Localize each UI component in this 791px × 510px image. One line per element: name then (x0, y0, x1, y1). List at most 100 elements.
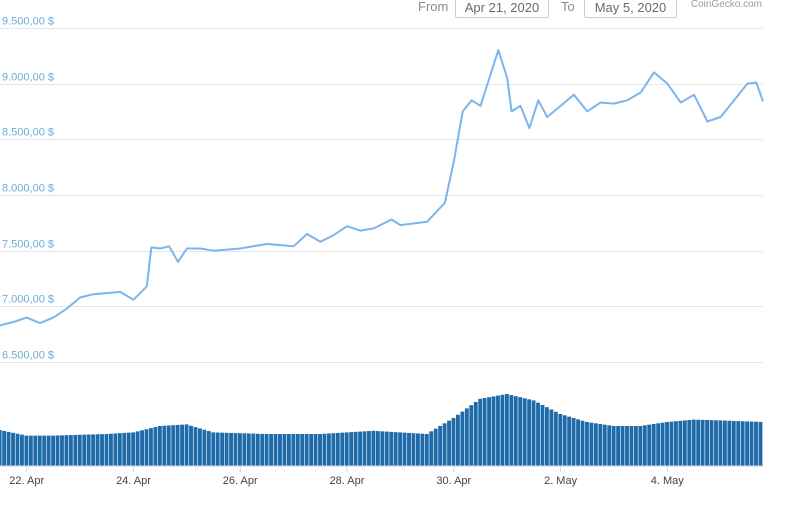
volume-bar (464, 408, 469, 466)
volume-bar (233, 433, 238, 466)
volume-bar (589, 422, 594, 466)
to-date-input[interactable]: May 5, 2020 (584, 0, 677, 18)
volume-bar (215, 432, 220, 466)
volume-bar (620, 426, 625, 466)
volume-bar (153, 427, 158, 466)
y-tick-label: 8.000,00 $ (2, 183, 54, 195)
y-tick-label: 9.500,00 $ (2, 16, 54, 28)
y-tick-label: 8.500,00 $ (2, 127, 54, 139)
volume-bar (340, 432, 345, 466)
volume-bar (656, 423, 661, 466)
volume-bar (349, 432, 354, 466)
volume-bar (571, 418, 576, 466)
volume-bars (0, 394, 763, 466)
volume-bar (580, 420, 585, 466)
volume-bar (651, 424, 656, 466)
x-tick-label: 26. Apr (223, 475, 258, 487)
volume-bar (531, 400, 536, 466)
volume-bar (469, 405, 474, 466)
volume-bar (549, 409, 554, 466)
volume-bar (122, 432, 127, 466)
range-selector: From Apr 21, 2020 To May 5, 2020 CoinGec… (0, 0, 791, 22)
volume-bar (371, 430, 376, 466)
volume-bar (545, 407, 549, 466)
volume-bar (362, 431, 367, 466)
volume-bar (55, 435, 60, 466)
volume-bar (246, 433, 251, 466)
from-label: From (418, 0, 449, 14)
volume-bar (718, 420, 723, 466)
volume-bar (460, 411, 465, 466)
volume-bar (64, 435, 69, 466)
volume-bar (344, 432, 349, 466)
volume-bar (433, 428, 438, 466)
volume-bar (389, 431, 394, 466)
volume-bar (420, 433, 425, 466)
volume-bar (269, 434, 274, 466)
volume-bar (304, 434, 309, 466)
volume-bar (687, 420, 692, 466)
volume-bar (722, 420, 727, 466)
x-axis-labels: 22. Apr 24. Apr 26. Apr 28. Apr 30. Apr 2. Ma… (9, 475, 684, 487)
volume-bar (318, 434, 322, 466)
y-tick-label: 7.500,00 $ (2, 239, 54, 251)
volume-bar (696, 419, 701, 466)
volume-bar (442, 423, 447, 466)
volume-bar (727, 420, 732, 466)
volume-bar (567, 416, 572, 466)
y-tick-label: 6.500,00 $ (2, 350, 54, 362)
volume-bar (264, 434, 269, 466)
x-tick-label: 22. Apr (9, 475, 44, 487)
volume-bar (322, 433, 327, 466)
volume-bar (473, 402, 478, 466)
volume-bar (91, 434, 96, 466)
volume-bar (407, 432, 411, 466)
credit-link[interactable]: CoinGecko.com (690, 0, 762, 10)
volume-bar (117, 433, 122, 466)
volume-bar (758, 421, 763, 466)
volume-bar (224, 432, 229, 466)
volume-bar (180, 424, 185, 466)
volume-bar (576, 419, 580, 466)
volume-bar (149, 428, 153, 466)
volume-bar (51, 435, 56, 466)
volume-bar (335, 432, 340, 466)
volume-bar (309, 434, 314, 466)
volume-bar (562, 415, 567, 466)
volume-bar (286, 434, 291, 466)
volume-bar (482, 398, 487, 466)
volume-bar (86, 434, 91, 466)
volume-bar (536, 402, 540, 466)
volume-bar (509, 395, 514, 466)
volume-bar (255, 433, 260, 466)
volume-bar (638, 426, 643, 466)
y-axis-labels: 6.500,00 $ 7.000,00 $ 7.500,00 $ 8.000,00 $… (2, 16, 54, 362)
from-date-input[interactable]: Apr 21, 2020 (455, 0, 549, 18)
volume-bar (384, 431, 389, 466)
volume-bar (77, 434, 82, 466)
y-tick-label: 9.000,00 $ (2, 72, 54, 84)
volume-bar (291, 434, 296, 466)
volume-bar (665, 422, 669, 466)
volume-bar (736, 421, 741, 466)
volume-bar (6, 431, 11, 466)
grid-lines (0, 28, 763, 363)
volume-bar (740, 421, 745, 466)
volume-bar (20, 434, 24, 466)
volume-bar (500, 394, 505, 466)
volume-bar (126, 432, 131, 466)
volume-bar (629, 426, 634, 466)
volume-bar (100, 434, 104, 466)
volume-bar (438, 426, 443, 466)
volume-bar (602, 424, 607, 466)
volume-bar (647, 424, 652, 466)
volume-bar (456, 414, 460, 466)
volume-bar (273, 434, 278, 466)
volume-bar (375, 431, 380, 466)
volume-bar (705, 420, 710, 466)
volume-bar (24, 435, 29, 466)
volume-bar (491, 396, 496, 466)
x-tick-label: 4. May (651, 475, 685, 487)
volume-bar (104, 434, 109, 466)
volume-bar (135, 431, 140, 466)
